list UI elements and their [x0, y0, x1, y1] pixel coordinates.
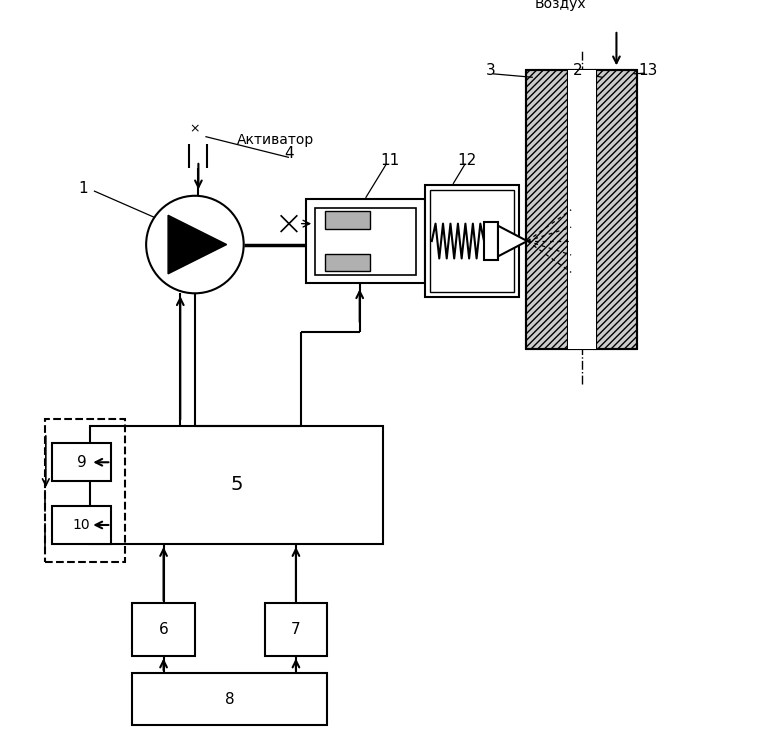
Bar: [307, 200, 425, 283]
Bar: [325, 254, 370, 271]
Text: Воздух: Воздух: [535, 0, 587, 11]
Bar: [526, 70, 568, 349]
Text: 3: 3: [486, 63, 496, 78]
Circle shape: [608, 13, 625, 30]
Text: ×: ×: [190, 122, 200, 135]
Polygon shape: [168, 215, 227, 274]
Bar: [45, 418, 126, 562]
Text: 1: 1: [79, 181, 88, 197]
Text: 2: 2: [573, 63, 583, 78]
Bar: [425, 186, 519, 297]
Bar: [264, 603, 328, 656]
Bar: [45, 418, 126, 562]
Bar: [52, 443, 112, 482]
Text: 8: 8: [225, 692, 235, 706]
Polygon shape: [498, 226, 527, 257]
Text: 7: 7: [291, 622, 301, 637]
Text: 10: 10: [73, 518, 90, 532]
Text: 12: 12: [457, 154, 477, 168]
Circle shape: [146, 196, 243, 293]
Text: 6: 6: [158, 622, 168, 637]
Bar: [315, 208, 417, 275]
Text: 11: 11: [381, 154, 399, 168]
Text: Активатор: Активатор: [236, 133, 314, 147]
Bar: [484, 222, 498, 260]
Bar: [568, 70, 596, 349]
Bar: [596, 70, 637, 349]
Bar: [325, 211, 370, 229]
Text: 13: 13: [638, 63, 658, 78]
Bar: [132, 673, 328, 725]
Text: 4: 4: [284, 146, 294, 162]
Bar: [132, 603, 195, 656]
Bar: [52, 506, 112, 544]
Text: 9: 9: [76, 455, 87, 470]
Bar: [90, 426, 383, 544]
Bar: [430, 190, 514, 292]
Text: 5: 5: [230, 476, 243, 494]
